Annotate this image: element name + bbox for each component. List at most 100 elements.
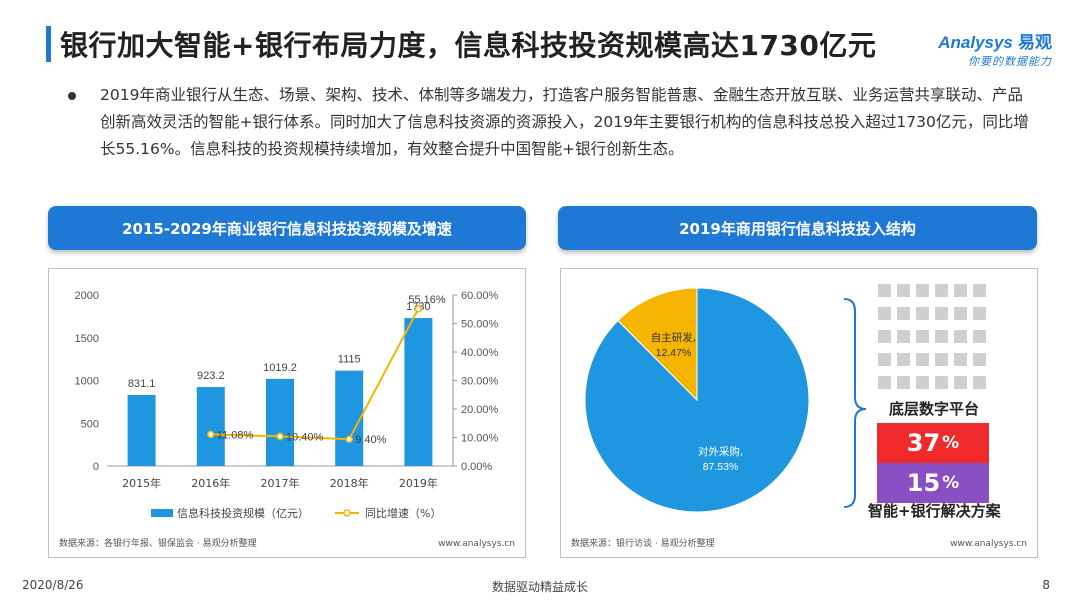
y-tick-label: 0 [93, 461, 99, 473]
y2-tick-label: 50.00% [461, 319, 499, 331]
grid-block [954, 307, 967, 320]
y-tick-label: 2000 [75, 290, 99, 302]
y2-tick-label: 10.00% [461, 433, 499, 445]
bar [335, 370, 364, 466]
grid-block [973, 376, 986, 389]
left-site: www.analysys.cn [438, 539, 515, 549]
page-number: 8 [1042, 578, 1050, 592]
growth-point [207, 430, 215, 439]
grid-block [916, 307, 929, 320]
grid-block [878, 330, 891, 343]
grid-block [954, 353, 967, 366]
growth-value-label: 11.08% [217, 429, 254, 441]
grid-block [935, 284, 948, 297]
logo-tagline: 你要的数据能力 [968, 55, 1052, 68]
grid-block [897, 307, 910, 320]
y-tick-label: 500 [81, 418, 99, 430]
grid-block [935, 353, 948, 366]
x-tick-label: 2017年 [261, 476, 300, 490]
bullet-dot [68, 92, 76, 100]
y2-tick-label: 20.00% [461, 404, 499, 416]
grid-block [897, 376, 910, 389]
growth-line [210, 308, 420, 441]
grid-block [973, 330, 986, 343]
brand-logo: Analysys 易观 你要的数据能力 [938, 28, 1052, 69]
bar [404, 318, 433, 466]
bar-value-label: 1019.2 [263, 362, 297, 374]
right-chart-panel: 对外采购, 87.53% 自主研发, 12.47% 数据来源：银行访谈 · 易观分析整… [560, 268, 1038, 558]
grid-block [916, 284, 929, 297]
grid-block [973, 353, 986, 366]
y2-tick-label: 30.00% [461, 376, 499, 388]
grid-block [897, 284, 910, 297]
growth-value-label: 55.16% [408, 294, 446, 306]
bar [127, 394, 156, 466]
left-chart-panel: 0 500 1000 1500 2000 0.00% 10.00% 20.00% 30.00% 4… [48, 268, 526, 558]
growth-point [276, 432, 284, 441]
bar-value-label: 1115 [338, 354, 361, 366]
callout-bracket [843, 298, 867, 508]
logo-cn: 易观 [1018, 33, 1052, 53]
growth-point [414, 305, 423, 313]
pct-box-a: 37% [877, 423, 989, 463]
bar [266, 378, 294, 466]
grid-block [897, 353, 910, 366]
grid-block [935, 330, 948, 343]
bar-line-chart: 0 500 1000 1500 2000 0.00% 10.00% 20.00% 30.00% 4… [75, 290, 499, 520]
grid-block [916, 376, 929, 389]
grid-block [973, 307, 986, 320]
pct-a-value: 37 [906, 429, 941, 457]
page-title: 银行加大智能+银行布局力度，信息科技投资规模高达1730亿元 [60, 29, 877, 62]
grid-block [878, 353, 891, 366]
left-panel-heading: 2015-2029年商业银行信息科技投资规模及增速 [48, 206, 526, 250]
legend-line-marker [343, 509, 351, 517]
y-tick-label: 1000 [75, 376, 99, 388]
right-site: www.analysys.cn [950, 539, 1027, 549]
growth-point [345, 435, 353, 443]
callout-top-label: 底层数字平台 [889, 400, 980, 418]
right-source: 数据来源：银行访谈 · 易观分析整理 [571, 539, 715, 549]
y2-tick-label: 0.00% [461, 461, 492, 473]
pie-slice-value: 87.53% [703, 461, 739, 473]
right-panel-heading: 2019年商用银行信息科技投入结构 [558, 206, 1037, 250]
footer-slogan: 数据驱动精益成长 [491, 580, 588, 594]
bar-value-label: 923.2 [197, 370, 225, 382]
pct-b-value: 15 [906, 469, 941, 497]
grid-block [878, 307, 891, 320]
x-tick-label: 2016年 [191, 476, 230, 490]
pie-slice-label: 自主研发, [651, 331, 696, 344]
y2-tick-label: 40.00% [461, 347, 499, 359]
grid-block [878, 376, 891, 389]
growth-value-label: 9.40% [355, 434, 386, 446]
legend-line-label: 同比增速（%） [365, 506, 441, 520]
intro-paragraph: 2019年商业银行从生态、场景、架构、技术、体制等多端发力，打造客户服务智能普惠… [100, 86, 1029, 158]
pct-a-symbol: % [942, 433, 960, 453]
legend-bar-swatch [151, 509, 173, 517]
bar-value-label: 831.1 [128, 378, 156, 390]
title-accent-bar [46, 26, 51, 62]
grid-block [954, 376, 967, 389]
pie-slice-value: 12.47% [656, 347, 692, 359]
grid-block [954, 284, 967, 297]
pie-slice [617, 287, 698, 402]
pie-chart: 对外采购, 87.53% 自主研发, 12.47% [584, 284, 986, 513]
grid-block [973, 284, 986, 297]
grid-block [916, 330, 929, 343]
footer-date: 2020/8/26 [22, 578, 84, 592]
callout-bottom-label: 智能+银行解决方案 [868, 502, 1001, 520]
x-tick-label: 2019年 [399, 476, 438, 490]
grid-block [935, 376, 948, 389]
grid-block [878, 284, 891, 297]
pct-b-symbol: % [942, 473, 960, 493]
y-tick-label: 1500 [75, 333, 99, 345]
legend-bar-label: 信息科技投资规模（亿元） [177, 506, 309, 520]
growth-value-label: 10.40% [286, 431, 324, 443]
bar [196, 387, 225, 466]
left-source: 数据来源：各银行年报、银保监会 · 易观分析整理 [59, 539, 257, 549]
grid-block [935, 307, 948, 320]
x-tick-label: 2018年 [330, 476, 369, 490]
x-tick-label: 2015年 [122, 476, 161, 490]
grid-block [897, 330, 910, 343]
grid-block [954, 330, 967, 343]
pct-box-b: 15% [877, 463, 989, 503]
